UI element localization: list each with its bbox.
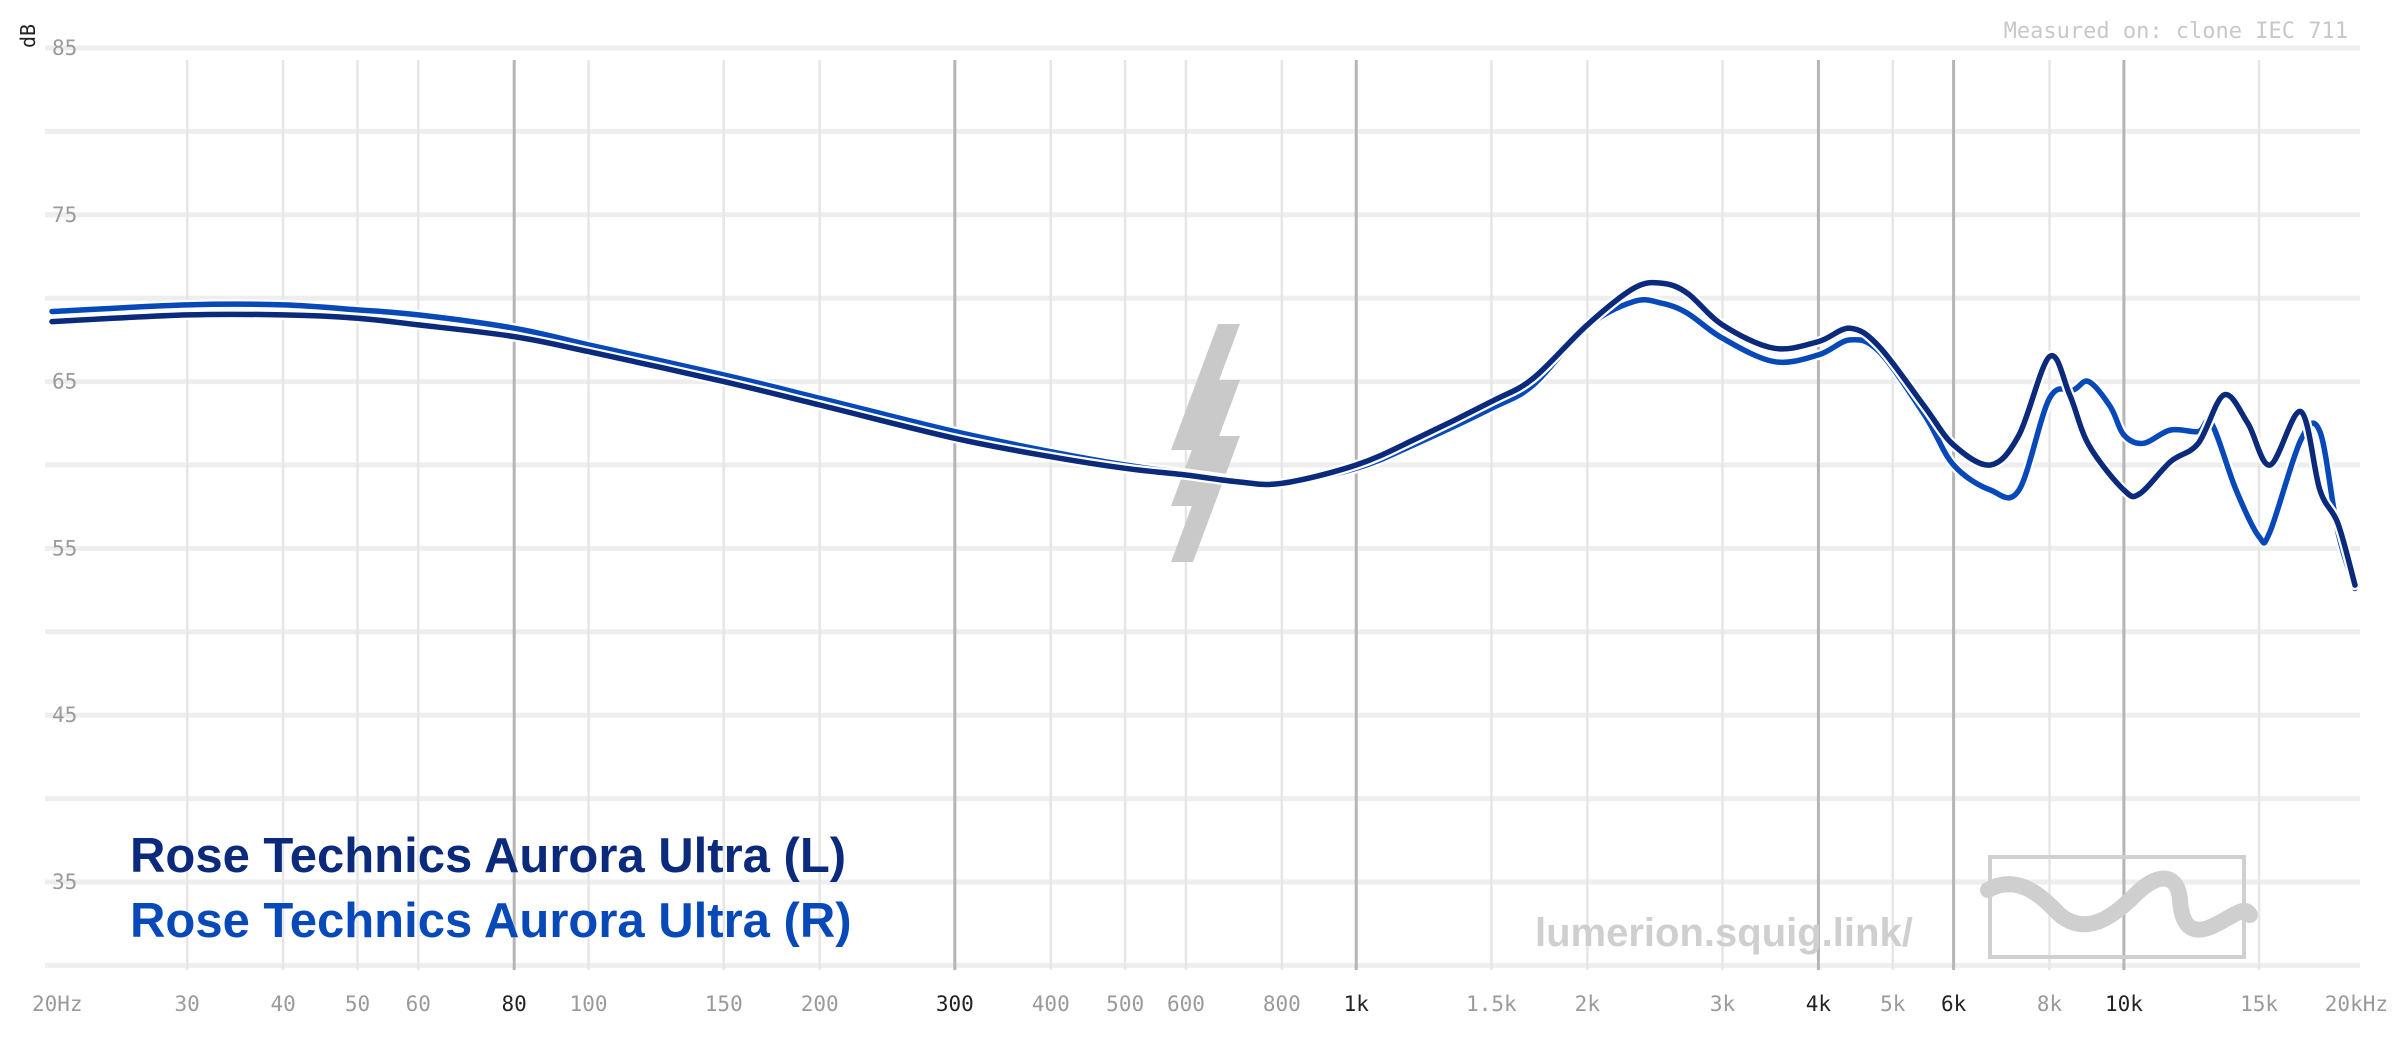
x-tick-label: 30: [175, 992, 200, 1016]
x-tick-label: 60: [406, 992, 431, 1016]
horizontal-gridlines: [45, 45, 2360, 968]
y-tick-label: 35: [52, 870, 77, 894]
x-tick-label: 3k: [1710, 992, 1736, 1016]
x-tick-label: 15k: [2240, 992, 2278, 1016]
x-tick-label: 200: [801, 992, 839, 1016]
legend-entry-right: Rose Technics Aurora Ultra (R): [130, 894, 852, 948]
y-axis-ticks: 35 45 55 65 75 85: [52, 36, 77, 894]
x-tick-label: 600: [1167, 992, 1205, 1016]
series-curves: [47, 277, 2360, 594]
squig-logo-icon: [1980, 855, 2258, 959]
x-axis-ticks: 20Hz 30 40 50 60 80 100 150 200 300 400 500 600 800 1k…: [32, 992, 2388, 1016]
x-tick-label: 40: [270, 992, 295, 1016]
measured-on-note: Measured on: clone IEC 711: [2004, 19, 2348, 44]
y-tick-label: 45: [52, 703, 77, 727]
series-line-left: [49, 279, 2358, 588]
vertical-gridlines: [185, 60, 2261, 970]
y-tick-label: 55: [52, 536, 77, 560]
y-tick-label: 75: [52, 203, 77, 227]
y-axis-label: dB: [16, 24, 40, 48]
x-tick-label: 50: [345, 992, 370, 1016]
x-tick-label: 150: [705, 992, 743, 1016]
x-tick-label: 100: [570, 992, 608, 1016]
x-tick-label: 8k: [2037, 992, 2063, 1016]
x-tick-label: 500: [1106, 992, 1144, 1016]
legend: Rose Technics Aurora Ultra (L) Rose Tech…: [130, 829, 852, 948]
x-tick-label: 6k: [1941, 992, 1967, 1016]
x-tick-label: 20kHz: [2325, 992, 2388, 1016]
axis-break-icon: [1171, 324, 1240, 562]
x-tick-label: 5k: [1880, 992, 1906, 1016]
x-tick-label: 2k: [1575, 992, 1601, 1016]
x-tick-label: 10k: [2105, 992, 2143, 1016]
x-tick-label: 800: [1263, 992, 1301, 1016]
x-tick-label: 20Hz: [32, 992, 83, 1016]
y-tick-label: 85: [52, 36, 77, 60]
series-line-right: [49, 297, 2358, 592]
x-tick-label: 1.5k: [1466, 992, 1517, 1016]
x-tick-label: 4k: [1806, 992, 1832, 1016]
x-tick-label: 400: [1032, 992, 1070, 1016]
y-tick-label: 65: [52, 370, 77, 394]
x-tick-label: 1k: [1344, 992, 1370, 1016]
watermark-text: lumerion.squig.link/: [1535, 911, 1913, 955]
x-tick-label: 80: [502, 992, 527, 1016]
legend-entry-left: Rose Technics Aurora Ultra (L): [130, 829, 846, 883]
x-tick-label: 300: [936, 992, 974, 1016]
